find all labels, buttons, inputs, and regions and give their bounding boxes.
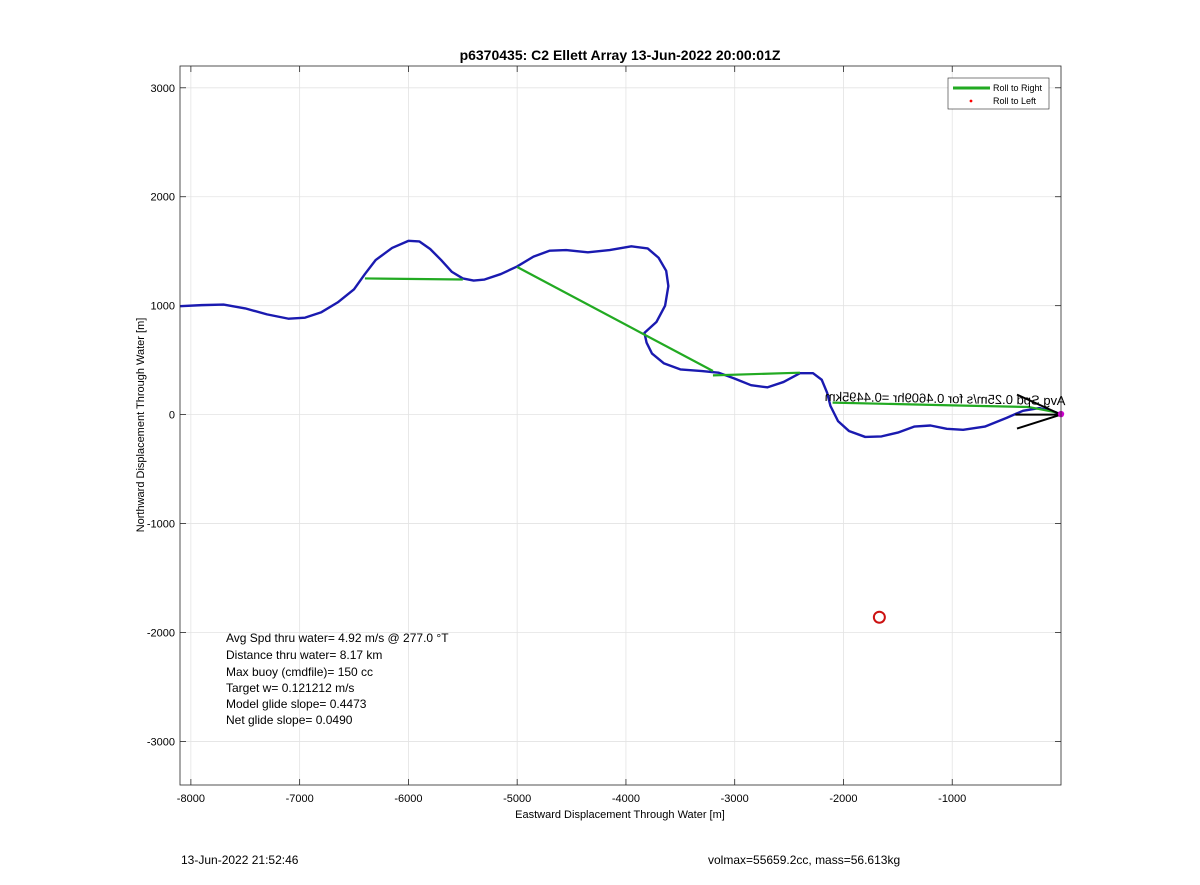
stat-model-glide: Model glide slope= 0.4473 [226, 697, 367, 711]
x-tick-label: -5000 [503, 793, 531, 805]
x-axis-label: Eastward Displacement Through Water [m] [515, 809, 725, 821]
footer-vehicle-info: volmax=55659.2cc, mass=56.613kg [708, 853, 901, 867]
x-tick-label: -8000 [177, 793, 205, 805]
chart-title: p6370435: C2 Ellett Array 13-Jun-2022 20… [460, 47, 781, 63]
y-tick-label: -1000 [147, 519, 175, 531]
y-tick-label: 2000 [151, 192, 175, 204]
legend: Roll to Right Roll to Left [947, 77, 1050, 110]
series-roll-right-segment [832, 401, 1057, 414]
legend-dot-roll-left [969, 99, 973, 103]
plot-frame [179, 65, 1062, 786]
stat-avg-speed: Avg Spd thru water= 4.92 m/s @ 277.0 °T [226, 631, 449, 645]
stat-net-glide: Net glide slope= 0.0490 [226, 713, 353, 727]
legend-label-roll-right: Roll to Right [993, 83, 1043, 93]
y-tick-label: 0 [169, 410, 175, 422]
legend-label-roll-left: Roll to Left [993, 96, 1037, 106]
grid-lines [180, 66, 1061, 785]
stat-distance: Distance thru water= 8.17 km [226, 648, 382, 662]
x-tick-label: -6000 [394, 793, 422, 805]
stat-max-buoy: Max buoy (cmdfile)= 150 cc [226, 665, 373, 679]
stat-target-w: Target w= 0.121212 m/s [226, 681, 354, 695]
y-axis-label: Northward Displacement Through Water [m] [135, 318, 147, 533]
x-tick-label: -3000 [721, 793, 749, 805]
y-tick-label: 3000 [151, 83, 175, 95]
target-circle-marker [872, 610, 886, 624]
legend-box [947, 77, 1050, 110]
stats-box: Avg Spd thru water= 4.92 m/s @ 277.0 °T … [226, 631, 449, 727]
x-tick-label: -7000 [286, 793, 314, 805]
y-tick-label: -2000 [147, 627, 175, 639]
track-segment-label: Avg Spd 0.25m/s for 0.4609hr =0.4495km [825, 389, 1066, 408]
x-tick-label: -2000 [829, 793, 857, 805]
series-roll-right-segment [516, 266, 714, 373]
x-tick-label: -1000 [938, 793, 966, 805]
series-roll-right-segment [712, 371, 800, 377]
series-roll-right-segment [364, 277, 463, 281]
footer-timestamp: 13-Jun-2022 21:52:46 [181, 853, 299, 867]
series-track-line [179, 239, 1062, 439]
y-tick-label: -3000 [147, 736, 175, 748]
x-tick-label: -4000 [612, 793, 640, 805]
data-series [179, 239, 1062, 439]
y-tick-label: 1000 [151, 301, 175, 313]
axis-ticks: -8000 -7000 -6000 -5000 -4000 -3000 -2000 -1000… [147, 66, 1061, 805]
